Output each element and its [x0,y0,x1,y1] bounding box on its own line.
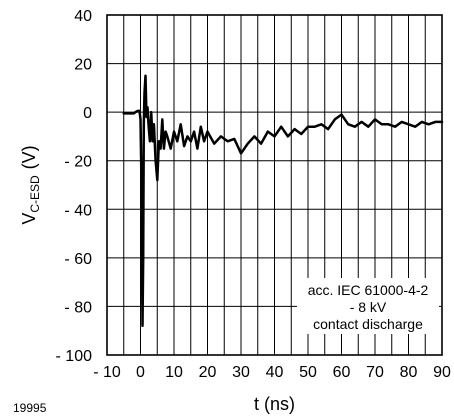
x-tick-label: 60 [333,364,351,381]
x-tick-label: 30 [232,364,250,381]
x-tick-label: 50 [299,364,317,381]
x-tick-label: 90 [433,364,451,381]
y-tick-label: - 80 [64,299,92,316]
series-layer [122,74,444,328]
y-tick-label: - 20 [64,154,92,171]
x-tick-label: 0 [136,364,145,381]
y-axis-label: VC-ESD (V) [19,145,42,224]
annotation-line-1: acc. IEC 61000-4-2 [308,282,429,298]
series-line [122,74,444,328]
annotation-background [297,278,439,334]
y-tick-label: - 60 [64,251,92,268]
annotation-box: acc. IEC 61000-4-2 - 8 kV contact discha… [297,278,439,334]
y-axis-label-subscript: C-ESD [28,175,42,213]
x-tick-label: 10 [165,364,183,381]
x-tick-label: 40 [266,364,284,381]
y-tick-label: 0 [83,105,92,122]
x-axis-label: t (ns) [254,394,295,414]
x-tick-label: - 10 [93,364,121,381]
y-tick-label: 40 [74,8,92,25]
annotation-line-3: contact discharge [313,316,423,332]
y-axis-label-main: V [19,213,39,225]
y-tick-labels: 40 20 0 - 20 - 40 - 60 - 80 - 100 [56,8,93,365]
x-tick-label: 80 [400,364,418,381]
annotation-line-2: - 8 kV [350,299,387,315]
y-tick-label: 20 [74,57,92,74]
y-tick-label: - 100 [56,348,93,365]
figure-id: 19995 [13,401,47,415]
x-tick-label: 20 [199,364,217,381]
plot-frame [106,14,443,356]
x-tick-labels: - 10 0 10 20 30 40 50 60 70 80 90 [93,364,451,381]
y-axis-label-unit: (V) [19,145,39,169]
y-tick-label: - 40 [64,202,92,219]
x-tick-label: 70 [366,364,384,381]
